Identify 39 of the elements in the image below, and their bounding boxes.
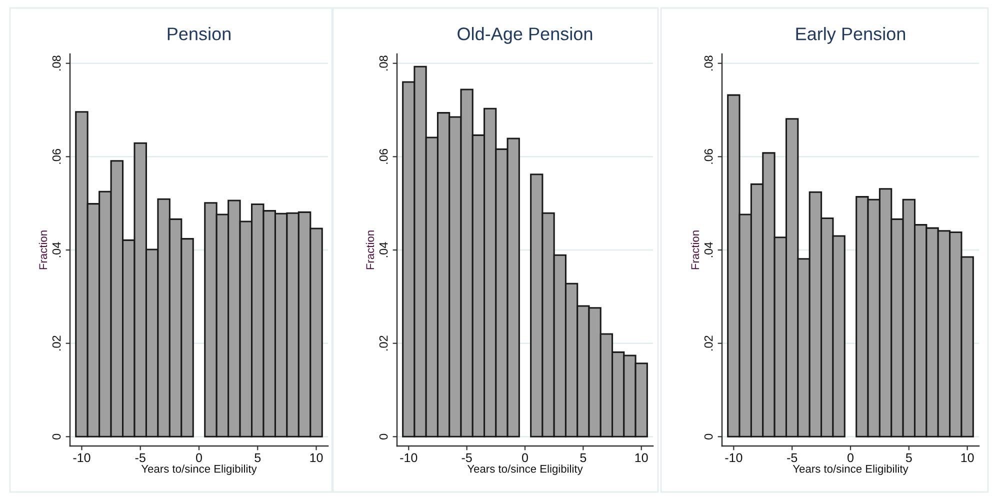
x-tick-label: 5 [254,453,261,462]
y-tick-label: .04 [704,242,713,258]
x-axis-title: Years to/since Eligibility [467,464,583,475]
y-tick-label: 0 [704,434,713,440]
y-tick-label: .06 [379,148,388,164]
x-tick-label: 10 [310,453,323,462]
y-tick-label: .02 [52,336,61,350]
x-tick-label: -10 [73,453,90,462]
x-tick-label: -5 [135,453,146,462]
x-tick-label: 0 [848,453,854,462]
x-tick-label: 10 [961,453,974,462]
y-tick-label: .04 [52,242,61,258]
x-tick-label: 5 [580,453,586,462]
y-tick-label: .06 [704,148,713,164]
y-axis-title: Fraction [366,230,374,270]
x-tick-label: 5 [906,453,912,462]
y-tick-label: .04 [379,242,388,258]
x-axis-title: Years to/since Eligibility [141,464,257,475]
x-tick-label: -5 [787,453,798,462]
x-tick-label: -5 [462,453,472,462]
y-tick-label: .06 [52,148,61,164]
x-tick-label: 0 [522,453,528,462]
y-tick-label: .08 [379,56,388,70]
x-tick-label: -10 [725,453,742,462]
y-tick-label: 0 [379,434,388,440]
y-tick-label: 0 [52,434,61,440]
y-tick-label: .08 [704,56,713,70]
y-tick-label: .02 [704,336,713,350]
chart-title: Early Pension [796,27,906,44]
x-tick-label: -10 [400,453,418,462]
x-tick-label: 0 [196,453,202,462]
y-tick-label: .08 [52,56,61,70]
y-axis-title: Fraction [690,230,700,270]
chart-title: Old-Age Pension [458,27,592,44]
y-axis-title: Fraction [38,230,48,270]
y-tick-label: .02 [379,336,388,350]
x-axis-title: Years to/since Eligibility [792,464,908,475]
x-tick-label: 10 [635,453,648,462]
chart-title: Pension [168,27,230,40]
